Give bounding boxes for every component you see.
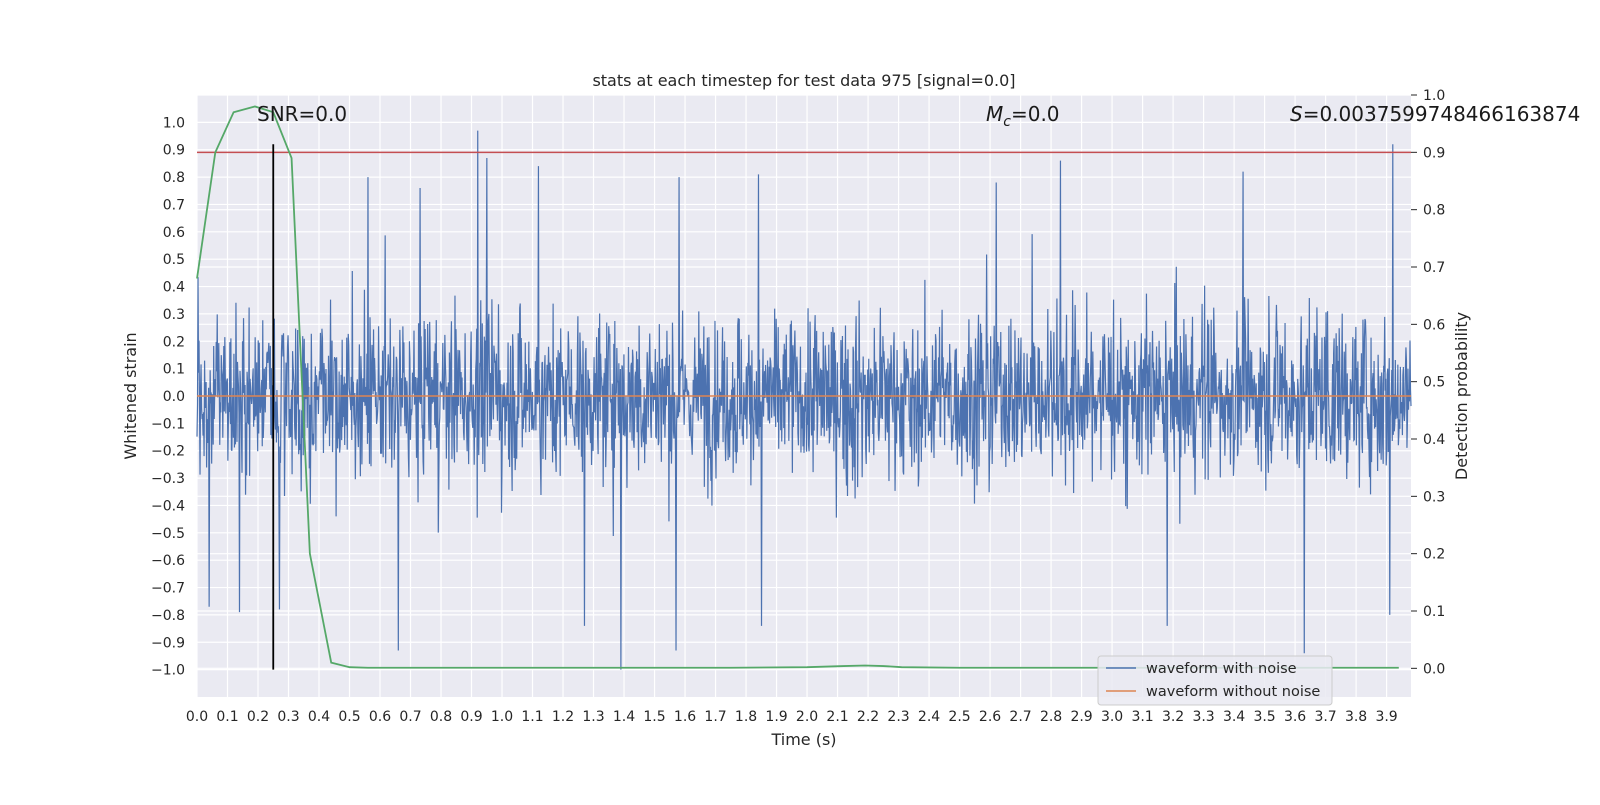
y2-axis-ticks: 1.0 0.9 0.8 0.7 0.6 0.5 0.4 0.3 0.2 0.1 0.0: [1411, 88, 1445, 677]
y-tick-label: 0.7: [163, 197, 185, 213]
x-tick-label: 2.8: [1040, 709, 1062, 725]
x-tick-label: 1.1: [521, 709, 543, 725]
chart-title: stats at each timestep for test data 975…: [592, 71, 1015, 90]
x-tick-label: 1.9: [765, 709, 787, 725]
x-tick-label: 2.6: [979, 709, 1001, 725]
y-tick-label: −0.8: [151, 608, 185, 624]
annotation-chirp-mass: Mc=0.0: [986, 102, 1060, 130]
y-tick-label: 0.2: [163, 334, 185, 350]
y-tick-label: 0.5: [163, 252, 185, 268]
x-tick-label: 0.2: [247, 709, 269, 725]
x-tick-label: 0.3: [277, 709, 299, 725]
x-tick-label: 2.4: [918, 709, 940, 725]
y-tick-label: 0.4: [163, 280, 185, 296]
x-tick-label: 1.8: [735, 709, 757, 725]
x-tick-label: 3.9: [1375, 709, 1397, 725]
y-tick-label: 0.3: [163, 307, 185, 323]
waveform-with-noise-line: [196, 130, 1412, 670]
y-tick-label: 0.0: [163, 389, 185, 405]
y2-tick-label: 0.5: [1423, 375, 1445, 391]
y2-tick-label: 0.2: [1423, 547, 1445, 563]
x-tick-label: 2.9: [1070, 709, 1092, 725]
y-tick-label: 1.0: [163, 115, 185, 131]
y-tick-label: −1.0: [151, 663, 185, 679]
x-tick-label: 3.8: [1345, 709, 1367, 725]
x-tick-label: 2.7: [1009, 709, 1031, 725]
annotation-s: S=0.0037599748466163874: [1290, 102, 1580, 126]
y2-tick-label: 0.4: [1423, 432, 1445, 448]
y-tick-label: −0.7: [151, 581, 185, 597]
annotations: SNR=0.0 Mc=0.0 S=0.0037599748466163874: [257, 102, 1580, 130]
series-lines: [196, 105, 1411, 670]
x-tick-label: 1.6: [674, 709, 696, 725]
y2-tick-label: 0.9: [1423, 145, 1445, 161]
y-tick-label: −0.3: [151, 471, 185, 487]
y-tick-label: 0.6: [163, 225, 185, 241]
x-tick-label: 3.1: [1131, 709, 1153, 725]
y-tick-label: −0.9: [151, 635, 185, 651]
x-tick-label: 1.4: [613, 709, 635, 725]
y-tick-label: −0.1: [151, 416, 185, 432]
x-tick-label: 0.6: [369, 709, 391, 725]
x-tick-label: 0.8: [430, 709, 452, 725]
y2-tick-label: 0.7: [1423, 260, 1445, 276]
x-tick-label: 3.6: [1284, 709, 1306, 725]
y-tick-label: 0.8: [163, 170, 185, 186]
x-tick-label: 1.7: [704, 709, 726, 725]
y2-tick-label: 0.1: [1423, 604, 1445, 620]
x-tick-label: 2.1: [826, 709, 848, 725]
y-axis-label: Whitened strain: [121, 332, 140, 459]
x-tick-label: 1.5: [643, 709, 665, 725]
x-axis-label: Time (s): [770, 730, 836, 749]
x-tick-label: 2.5: [948, 709, 970, 725]
y2-tick-label: 0.8: [1423, 203, 1445, 219]
x-tick-label: 3.4: [1223, 709, 1245, 725]
x-tick-label: 0.1: [216, 709, 238, 725]
y-tick-label: −0.4: [151, 498, 185, 514]
x-tick-label: 2.3: [887, 709, 909, 725]
x-tick-label: 3.3: [1192, 709, 1214, 725]
annotation-snr: SNR=0.0: [257, 102, 347, 126]
y2-tick-label: 0.3: [1423, 489, 1445, 505]
series-waveform-with-noise: [196, 130, 1412, 670]
y-axis-ticks: 1.0 0.9 0.8 0.7 0.6 0.5 0.4 0.3 0.2 0.1 0.0 −0.1 −0.…: [151, 115, 185, 678]
x-tick-label: 3.5: [1253, 709, 1275, 725]
x-tick-label: 2.0: [796, 709, 818, 725]
y-tick-label: 0.1: [163, 362, 185, 378]
x-tick-label: 0.4: [308, 709, 330, 725]
x-tick-label: 3.7: [1314, 709, 1336, 725]
y2-tick-label: 1.0: [1423, 88, 1445, 104]
legend-box: [1097, 655, 1333, 706]
legend-label-clean: waveform without noise: [1146, 684, 1320, 700]
y2-tick-label: 0.6: [1423, 317, 1445, 333]
y2-tick-label: 0.0: [1423, 661, 1445, 677]
x-tick-label: 0.5: [338, 709, 360, 725]
y2-axis-label: Detection probability: [1452, 312, 1471, 480]
y-tick-label: −0.6: [151, 553, 185, 569]
detection-probability-line: [196, 105, 1399, 669]
x-tick-label: 3.0: [1101, 709, 1123, 725]
x-tick-label: 3.2: [1162, 709, 1184, 725]
x-tick-label: 2.2: [857, 709, 879, 725]
x-axis-ticks: 0.0 0.1 0.2 0.3 0.4 0.5 0.6 0.7 0.8 0.9 1.0 1.1 1.2 1…: [186, 709, 1398, 725]
legend: waveform with noise waveform without noi…: [1097, 655, 1333, 706]
x-tick-label: 1.3: [582, 709, 604, 725]
x-tick-label: 1.2: [552, 709, 574, 725]
y-tick-label: 0.9: [163, 143, 185, 159]
y-tick-label: −0.2: [151, 444, 185, 460]
x-tick-label: 0.0: [186, 709, 208, 725]
x-tick-label: 0.9: [460, 709, 482, 725]
x-tick-label: 1.0: [491, 709, 513, 725]
x-tick-label: 0.7: [399, 709, 421, 725]
y-tick-label: −0.5: [151, 526, 185, 542]
legend-label-noise: waveform with noise: [1146, 661, 1297, 677]
